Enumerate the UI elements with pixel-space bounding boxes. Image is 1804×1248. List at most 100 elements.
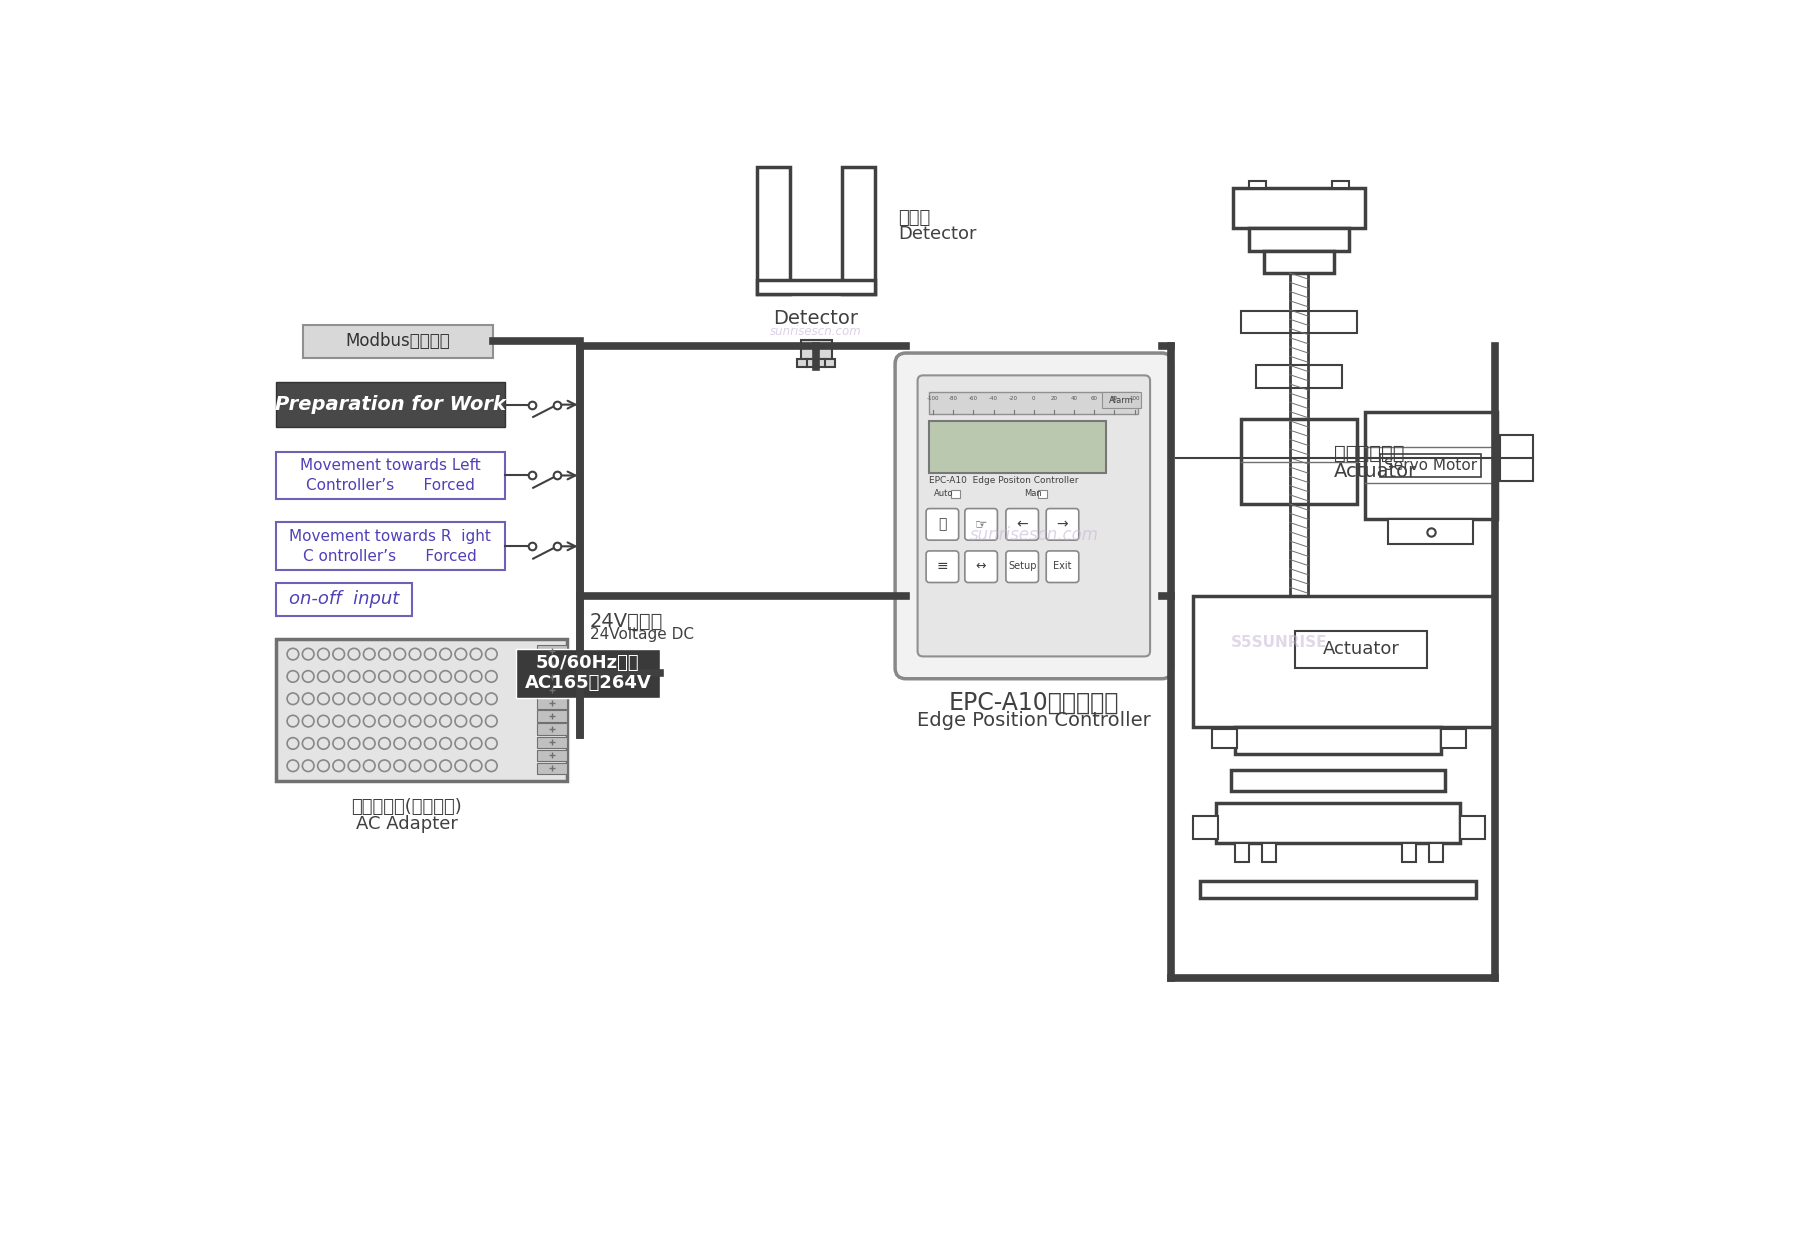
Bar bbox=[276, 583, 411, 617]
Bar bbox=[538, 645, 566, 656]
Bar bbox=[538, 658, 566, 669]
Text: Detector: Detector bbox=[774, 310, 859, 328]
Bar bbox=[303, 326, 492, 358]
Bar bbox=[276, 639, 566, 781]
Bar bbox=[1331, 181, 1349, 188]
FancyBboxPatch shape bbox=[965, 509, 998, 540]
Bar bbox=[1501, 434, 1533, 480]
Text: EPC-A10  Edge Positon Controller: EPC-A10 Edge Positon Controller bbox=[929, 477, 1079, 485]
Text: C ontroller’s      Forced: C ontroller’s Forced bbox=[303, 549, 476, 564]
Text: 80: 80 bbox=[1111, 396, 1118, 401]
Bar bbox=[797, 359, 835, 367]
Bar bbox=[276, 452, 505, 499]
Bar bbox=[276, 382, 505, 427]
Bar bbox=[1192, 597, 1496, 728]
Bar bbox=[1232, 770, 1445, 791]
Bar bbox=[538, 671, 566, 683]
Text: EPC-A10纠偏控制器: EPC-A10纠偏控制器 bbox=[949, 691, 1118, 715]
Text: 20: 20 bbox=[1050, 396, 1057, 401]
Bar bbox=[758, 280, 875, 293]
Bar bbox=[1366, 412, 1497, 519]
Bar bbox=[276, 523, 505, 570]
Text: sunrisescn.com: sunrisescn.com bbox=[770, 324, 862, 337]
Text: S5SUNRISE: S5SUNRISE bbox=[1232, 635, 1328, 650]
Text: 电源适配器(开关电源): 电源适配器(开关电源) bbox=[352, 799, 462, 816]
Bar bbox=[1248, 228, 1349, 251]
Text: 50/60Hz电源: 50/60Hz电源 bbox=[536, 654, 640, 673]
Text: Detector: Detector bbox=[898, 225, 976, 242]
Text: 40: 40 bbox=[1070, 396, 1077, 401]
Text: 24V直流电: 24V直流电 bbox=[590, 612, 664, 630]
Bar bbox=[538, 750, 566, 761]
Text: 100: 100 bbox=[1129, 396, 1140, 401]
Text: ↔: ↔ bbox=[976, 560, 987, 573]
FancyBboxPatch shape bbox=[965, 550, 998, 583]
Bar bbox=[538, 724, 566, 735]
Bar bbox=[758, 167, 790, 293]
Text: 纠偏执行机构: 纠偏执行机构 bbox=[1333, 444, 1404, 463]
Text: -100: -100 bbox=[927, 396, 940, 401]
Text: Exit: Exit bbox=[1054, 562, 1072, 572]
Bar bbox=[801, 339, 832, 359]
FancyBboxPatch shape bbox=[1007, 550, 1039, 583]
Text: Movement towards Left: Movement towards Left bbox=[299, 458, 480, 473]
Text: Servo Motor: Servo Motor bbox=[1384, 458, 1477, 473]
FancyBboxPatch shape bbox=[925, 509, 958, 540]
Bar bbox=[1236, 842, 1250, 862]
Text: AC Adapter: AC Adapter bbox=[355, 815, 458, 834]
Bar bbox=[538, 736, 566, 748]
Bar bbox=[1236, 728, 1441, 754]
Bar bbox=[1256, 366, 1342, 388]
Text: Preparation for Work: Preparation for Work bbox=[274, 396, 505, 414]
Text: Auto: Auto bbox=[934, 489, 953, 498]
Text: Edge Position Controller: Edge Position Controller bbox=[916, 711, 1151, 730]
FancyBboxPatch shape bbox=[895, 353, 1173, 679]
Text: 60: 60 bbox=[1091, 396, 1099, 401]
Text: ≡: ≡ bbox=[936, 559, 949, 573]
Text: Controller’s      Forced: Controller’s Forced bbox=[305, 478, 474, 493]
Bar bbox=[1037, 490, 1046, 498]
Bar bbox=[1102, 392, 1140, 408]
Text: Man: Man bbox=[1023, 489, 1041, 498]
Text: -20: -20 bbox=[1008, 396, 1017, 401]
Text: ☞: ☞ bbox=[974, 517, 987, 530]
Text: Alarm: Alarm bbox=[1109, 396, 1133, 404]
Bar bbox=[538, 698, 566, 709]
Bar bbox=[1387, 519, 1474, 544]
Bar bbox=[1200, 881, 1476, 899]
Text: AC165～264V: AC165～264V bbox=[525, 674, 651, 693]
Bar bbox=[1212, 729, 1238, 748]
Text: on-off  input: on-off input bbox=[289, 590, 399, 609]
Bar bbox=[1295, 631, 1427, 668]
Bar bbox=[929, 421, 1106, 473]
Bar bbox=[1265, 251, 1333, 273]
Text: -40: -40 bbox=[989, 396, 998, 401]
Text: -60: -60 bbox=[969, 396, 978, 401]
Bar bbox=[538, 710, 566, 721]
Bar bbox=[1402, 842, 1416, 862]
Text: Modbus总线控制: Modbus总线控制 bbox=[346, 332, 451, 351]
Text: -80: -80 bbox=[949, 396, 958, 401]
Bar bbox=[1232, 188, 1366, 228]
FancyBboxPatch shape bbox=[925, 550, 958, 583]
Bar bbox=[538, 763, 566, 774]
Bar bbox=[1263, 842, 1277, 862]
FancyBboxPatch shape bbox=[1046, 509, 1079, 540]
Text: Actuator: Actuator bbox=[1322, 640, 1400, 659]
Bar bbox=[1459, 816, 1485, 839]
Text: ⏻: ⏻ bbox=[938, 517, 947, 530]
Bar bbox=[1216, 802, 1459, 842]
Bar bbox=[929, 392, 1138, 414]
FancyBboxPatch shape bbox=[1007, 509, 1039, 540]
Text: →: → bbox=[1057, 517, 1068, 530]
Bar bbox=[1241, 312, 1357, 333]
Text: 传感器: 传感器 bbox=[898, 210, 931, 227]
FancyBboxPatch shape bbox=[1046, 550, 1079, 583]
Text: 24Voltage DC: 24Voltage DC bbox=[590, 628, 695, 643]
Bar bbox=[538, 684, 566, 695]
Bar bbox=[842, 167, 875, 293]
Bar bbox=[951, 490, 960, 498]
Bar bbox=[516, 649, 660, 698]
Text: Setup: Setup bbox=[1008, 562, 1037, 572]
Bar bbox=[1380, 454, 1481, 477]
